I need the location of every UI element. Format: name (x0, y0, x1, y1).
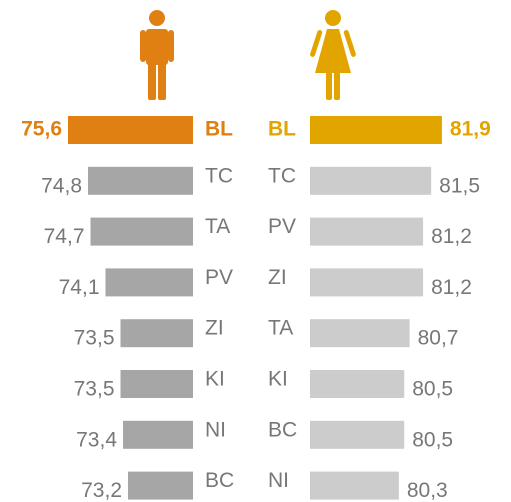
category-label: BC (268, 418, 297, 441)
value-label: 81,2 (431, 276, 472, 299)
bar (310, 370, 405, 398)
bar (88, 166, 193, 195)
value-label: 74,7 (44, 225, 85, 248)
value-label: 75,6 (21, 118, 62, 141)
bar (310, 268, 424, 297)
category-label: PV (205, 266, 233, 289)
value-label: 74,1 (59, 276, 100, 299)
value-label: 80,3 (407, 479, 448, 502)
category-label: NI (268, 469, 289, 492)
bar (310, 116, 442, 144)
bar (310, 420, 405, 449)
category-label: NI (205, 418, 226, 441)
woman-icon (310, 10, 356, 100)
category-label: TC (268, 164, 296, 187)
bar (120, 370, 193, 398)
category-label: BL (205, 118, 233, 141)
value-label: 80,5 (412, 378, 453, 401)
category-label: ZI (268, 266, 287, 289)
category-label: TA (268, 317, 293, 340)
value-label: 80,5 (412, 428, 453, 451)
value-label: 81,5 (439, 174, 480, 197)
category-label: KI (268, 368, 288, 391)
category-label: BL (268, 118, 296, 141)
bar (90, 217, 193, 246)
category-label: BC (205, 469, 234, 492)
man-icon (140, 10, 174, 100)
value-label: 81,9 (450, 118, 491, 141)
value-label: 73,5 (74, 378, 115, 401)
value-label: 81,2 (431, 225, 472, 248)
bar (123, 420, 193, 449)
bar (120, 319, 193, 348)
category-label: TC (205, 164, 233, 187)
bar (310, 319, 410, 348)
value-label: 74,8 (41, 174, 82, 197)
value-label: 80,7 (418, 327, 459, 350)
value-label: 73,4 (76, 428, 117, 451)
value-label: 73,5 (74, 327, 115, 350)
bar (105, 268, 193, 297)
bar (68, 116, 193, 144)
category-label: KI (205, 368, 225, 391)
category-label: PV (268, 215, 296, 238)
category-label: TA (205, 215, 230, 238)
value-label: 73,2 (81, 479, 122, 502)
category-label: ZI (205, 317, 224, 340)
bar (310, 166, 432, 195)
bar (310, 471, 399, 500)
bar (310, 217, 424, 246)
bar (128, 471, 193, 500)
